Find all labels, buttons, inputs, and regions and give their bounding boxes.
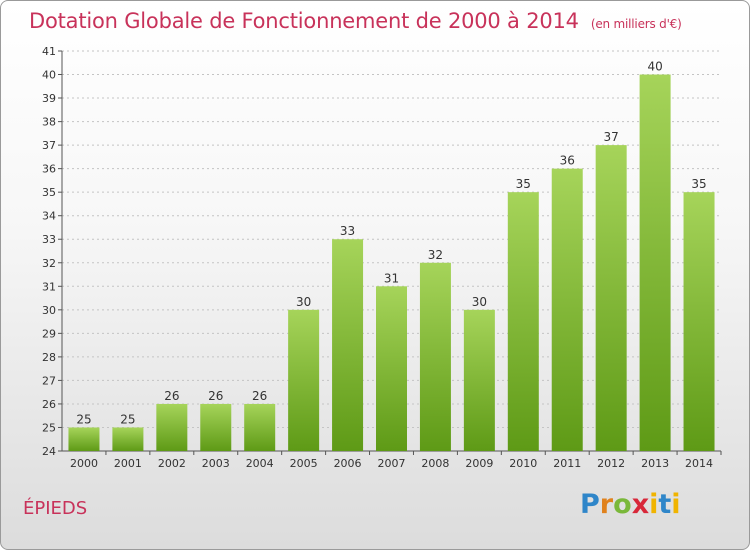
logo-letter: x bbox=[631, 489, 650, 520]
x-tick-label: 2008 bbox=[421, 457, 449, 470]
bar bbox=[156, 403, 188, 451]
x-tick-label: 2009 bbox=[465, 457, 493, 470]
logo-letter: o bbox=[613, 489, 632, 520]
logo-letter: i bbox=[649, 489, 659, 520]
bar-value-label: 25 bbox=[76, 412, 91, 426]
bar bbox=[639, 74, 671, 451]
y-tick-labels: 24 25 26 27 28 29 30 31 32 33 34 35 36 37 38 39 40 41 bbox=[42, 45, 56, 458]
y-tick-label: 32 bbox=[42, 257, 56, 270]
x-tick-label: 2001 bbox=[114, 457, 142, 470]
bar-value-label: 25 bbox=[120, 412, 135, 426]
x-tick-label: 2010 bbox=[509, 457, 537, 470]
value-labels: 25 25 26 26 26 30 33 31 32 30 35 36 37 40 35 bbox=[76, 60, 706, 427]
x-tick-label: 2006 bbox=[334, 457, 362, 470]
logo-letter: i bbox=[671, 489, 681, 520]
bar-value-label: 30 bbox=[296, 295, 311, 309]
x-tick-label: 2002 bbox=[158, 457, 186, 470]
bar bbox=[112, 427, 144, 451]
bar-value-label: 35 bbox=[691, 177, 706, 191]
y-tick-label: 24 bbox=[42, 445, 56, 458]
y-tick-label: 34 bbox=[42, 210, 56, 223]
bar bbox=[463, 309, 495, 451]
y-tick-label: 33 bbox=[42, 233, 56, 246]
x-tick-label: 2012 bbox=[597, 457, 625, 470]
y-tick-label: 36 bbox=[42, 163, 56, 176]
bar-value-label: 40 bbox=[647, 60, 662, 74]
bar bbox=[200, 403, 232, 451]
bar-value-label: 31 bbox=[384, 271, 399, 285]
chart-title-text: Dotation Globale de Fonctionnement de 20… bbox=[29, 9, 579, 33]
logo-letter: r bbox=[599, 489, 614, 520]
bar-value-label: 32 bbox=[428, 248, 443, 262]
y-tick-label: 30 bbox=[42, 304, 56, 317]
y-tick-label: 35 bbox=[42, 186, 56, 199]
bar-value-label: 33 bbox=[340, 224, 355, 238]
y-tick-label: 27 bbox=[42, 374, 56, 387]
proxiti-logo: Proxiti bbox=[580, 489, 681, 520]
bar-value-label: 36 bbox=[560, 154, 575, 168]
bar-value-label: 30 bbox=[472, 295, 487, 309]
bar bbox=[376, 286, 407, 451]
bar bbox=[419, 262, 451, 451]
y-tick-label: 39 bbox=[42, 92, 56, 105]
bar-value-label: 26 bbox=[208, 389, 223, 403]
y-tick-label: 25 bbox=[42, 421, 56, 434]
bar bbox=[332, 239, 364, 451]
commune-name: ÉPIEDS bbox=[23, 498, 88, 519]
y-tick-label: 26 bbox=[42, 398, 56, 411]
x-tick-label: 2000 bbox=[70, 457, 98, 470]
logo-letter: t bbox=[658, 489, 672, 520]
bar-value-label: 26 bbox=[164, 389, 179, 403]
y-tick-label: 40 bbox=[42, 69, 56, 82]
y-tick-label: 38 bbox=[42, 116, 56, 129]
x-tick-label: 2004 bbox=[246, 457, 274, 470]
x-tick-label: 2007 bbox=[378, 457, 406, 470]
bar bbox=[288, 309, 320, 451]
y-tick-label: 31 bbox=[42, 280, 56, 293]
bar bbox=[68, 427, 100, 451]
x-tick-label: 2011 bbox=[553, 457, 581, 470]
bar-value-label: 35 bbox=[516, 177, 531, 191]
bar bbox=[551, 168, 583, 451]
chart-title: Dotation Globale de Fonctionnement de 20… bbox=[29, 9, 682, 33]
bars bbox=[68, 74, 715, 452]
logo-letter: P bbox=[580, 489, 600, 520]
x-tick-label: 2013 bbox=[641, 457, 669, 470]
y-tick-label: 29 bbox=[42, 327, 56, 340]
y-tick-label: 28 bbox=[42, 351, 56, 364]
bar-value-label: 37 bbox=[604, 130, 619, 144]
x-tick-label: 2005 bbox=[290, 457, 318, 470]
bar bbox=[244, 403, 276, 451]
x-tick-label: 2003 bbox=[202, 457, 230, 470]
y-tick-label: 41 bbox=[42, 45, 56, 58]
bar-value-label: 26 bbox=[252, 389, 267, 403]
y-tick-label: 37 bbox=[42, 139, 56, 152]
bar bbox=[683, 192, 715, 452]
x-tick-labels: 2000 2001 2002 2003 2004 2005 2006 2007 2008 2009… bbox=[70, 457, 713, 470]
bar bbox=[595, 145, 627, 451]
chart-subtitle: (en milliers d'€) bbox=[590, 17, 682, 31]
x-tick-label: 2014 bbox=[685, 457, 713, 470]
bar bbox=[507, 192, 539, 452]
